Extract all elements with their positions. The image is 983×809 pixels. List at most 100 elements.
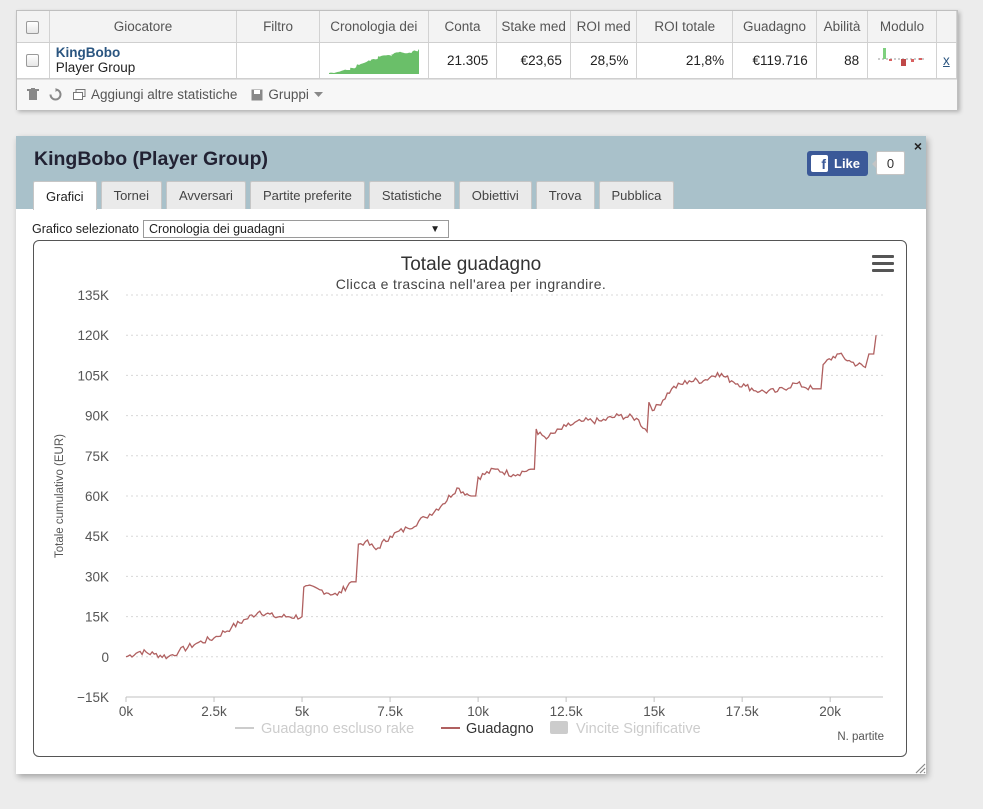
chart-select-value: Cronologia dei guadagni [149, 222, 285, 236]
form-bars-icon [877, 47, 926, 66]
history-sparkline-cell[interactable] [319, 42, 429, 79]
like-count: 0 [872, 151, 905, 175]
panel-header: KingBobo (Player Group) × f Like 0 Grafi… [16, 136, 926, 210]
y-tick-label: 30K [85, 569, 109, 584]
chart-container[interactable]: Totale guadagno Clicca e trascina nell'ar… [33, 240, 907, 757]
y-tick-label: 15K [85, 610, 109, 625]
chart-selector-row: Grafico selezionato Cronologia dei guada… [32, 220, 450, 238]
tab-statistiche[interactable]: Statistiche [368, 181, 455, 209]
tab-pubblica[interactable]: Pubblica [598, 181, 675, 209]
player-cell: KingBobo Player Group [49, 42, 238, 79]
add-stats-button[interactable]: Aggiungi altre statistiche [69, 87, 241, 102]
tab-obiettivi[interactable]: Obiettivi [458, 181, 532, 209]
refresh-icon[interactable] [47, 87, 63, 103]
panel-tabs: Grafici Tornei Avversari Partite preferite S… [33, 181, 675, 210]
add-window-icon [73, 88, 86, 100]
y-tick-label: 90K [85, 409, 109, 424]
checkbox-icon[interactable] [26, 20, 40, 34]
x-tick-label: 10k [467, 704, 489, 719]
roi-total-cell: 21,8% [636, 42, 734, 79]
player-name-link[interactable]: KingBobo [55, 44, 121, 60]
remove-row-cell[interactable]: x [936, 42, 958, 79]
legend-symbol-vincite [550, 721, 568, 734]
y-tick-label: 0 [101, 650, 109, 665]
close-icon[interactable]: × [913, 138, 922, 154]
column-header-profit[interactable]: Guadagno [732, 11, 817, 43]
form-cell [867, 42, 937, 79]
x-tick-label: 7.5k [377, 704, 403, 719]
x-tick-label: 2.5k [201, 704, 227, 719]
y-tick-label: 75K [85, 449, 109, 464]
chart-select-dropdown[interactable]: Cronologia dei guadagni ▼ [143, 220, 450, 238]
x-tick-label: 17.5k [726, 704, 759, 719]
tab-trova[interactable]: Trova [535, 181, 595, 209]
panel-title: KingBobo (Player Group) [34, 148, 268, 170]
dropdown-arrow-icon: ▼ [430, 223, 441, 235]
column-header-ability[interactable]: Abilità [816, 11, 869, 43]
legend-item-guadagno: Guadagno [466, 721, 534, 737]
player-detail-panel: KingBobo (Player Group) × f Like 0 Grafi… [16, 136, 926, 774]
column-header-filter[interactable]: Filtro [236, 11, 320, 43]
ability-cell: 88 [816, 42, 869, 79]
tab-partite-preferite[interactable]: Partite preferite [249, 181, 365, 209]
grid-header-row: Giocatore Filtro Cronologia dei Conta St… [17, 11, 958, 43]
legend-item-vincite: Vincite Significative [576, 721, 701, 737]
x-tick-label: 0k [119, 704, 134, 719]
y-tick-label: 45K [85, 529, 109, 544]
like-label: Like [834, 156, 861, 171]
chart-title: Totale guadagno [401, 254, 542, 275]
history-sparkline[interactable] [327, 46, 421, 74]
y-tick-label: −15K [77, 690, 109, 705]
series-line-guadagno [125, 335, 877, 660]
column-header-remove [936, 11, 958, 43]
legend-item-rake: Guadagno escluso rake [261, 721, 414, 737]
row-checkbox[interactable] [17, 42, 50, 79]
player-group-label: Player Group [55, 59, 136, 75]
chart-menu-icon[interactable] [872, 255, 894, 273]
trash-icon[interactable] [25, 87, 41, 103]
y-tick-label: 135K [77, 288, 109, 303]
roi-avg-cell: 28,5% [570, 42, 638, 79]
grid-toolbar: Aggiungi altre statistiche Gruppi [17, 78, 957, 110]
column-header-count[interactable]: Conta [428, 11, 498, 43]
save-icon [251, 89, 263, 100]
x-tick-label: 12.5k [550, 704, 583, 719]
tab-grafici[interactable]: Grafici [33, 181, 97, 210]
resize-grip-icon[interactable] [914, 762, 926, 774]
column-header-player[interactable]: Giocatore [49, 11, 238, 43]
facebook-icon: f [811, 155, 828, 172]
y-tick-label: 120K [77, 328, 109, 343]
stake-cell: €23,65 [496, 42, 571, 79]
column-header-roi-total[interactable]: ROI totale [636, 11, 734, 43]
chevron-down-icon [313, 91, 323, 97]
x-tick-label: 5k [295, 704, 310, 719]
y-axis-title: Totale cumulativo (EUR) [54, 434, 66, 558]
groups-label: Gruppi [268, 87, 309, 102]
column-header-history[interactable]: Cronologia dei [319, 11, 429, 43]
add-stats-label: Aggiungi altre statistiche [91, 87, 238, 102]
facebook-like-button[interactable]: f Like [807, 151, 869, 176]
column-header-form[interactable]: Modulo [867, 11, 937, 43]
player-grid-table: Giocatore Filtro Cronologia dei Conta St… [17, 11, 958, 79]
player-grid-panel: Giocatore Filtro Cronologia dei Conta St… [16, 10, 958, 110]
x-tick-label: 20k [819, 704, 841, 719]
x-axis-title: N. partite [837, 731, 884, 743]
table-row[interactable]: KingBobo Player Group 21.305 €23,65 28,5… [17, 42, 958, 79]
remove-row-link[interactable]: x [943, 52, 950, 68]
chart-selector-label: Grafico selezionato [32, 222, 140, 236]
column-header-stake[interactable]: Stake med [496, 11, 571, 43]
x-tick-label: 15k [643, 704, 665, 719]
groups-dropdown[interactable]: Gruppi [247, 87, 327, 102]
column-header-roi-avg[interactable]: ROI med [570, 11, 638, 43]
select-all-checkbox[interactable] [17, 11, 50, 43]
tab-avversari[interactable]: Avversari [165, 181, 246, 209]
checkbox-icon[interactable] [26, 54, 40, 68]
profit-cell: €119.716 [732, 42, 817, 79]
tab-tornei[interactable]: Tornei [100, 181, 162, 209]
count-cell: 21.305 [428, 42, 498, 79]
filter-cell [236, 42, 320, 79]
y-tick-label: 60K [85, 489, 109, 504]
y-tick-label: 105K [77, 368, 109, 383]
chart-subtitle: Clicca e trascina nell'area per ingrandi… [336, 276, 606, 292]
